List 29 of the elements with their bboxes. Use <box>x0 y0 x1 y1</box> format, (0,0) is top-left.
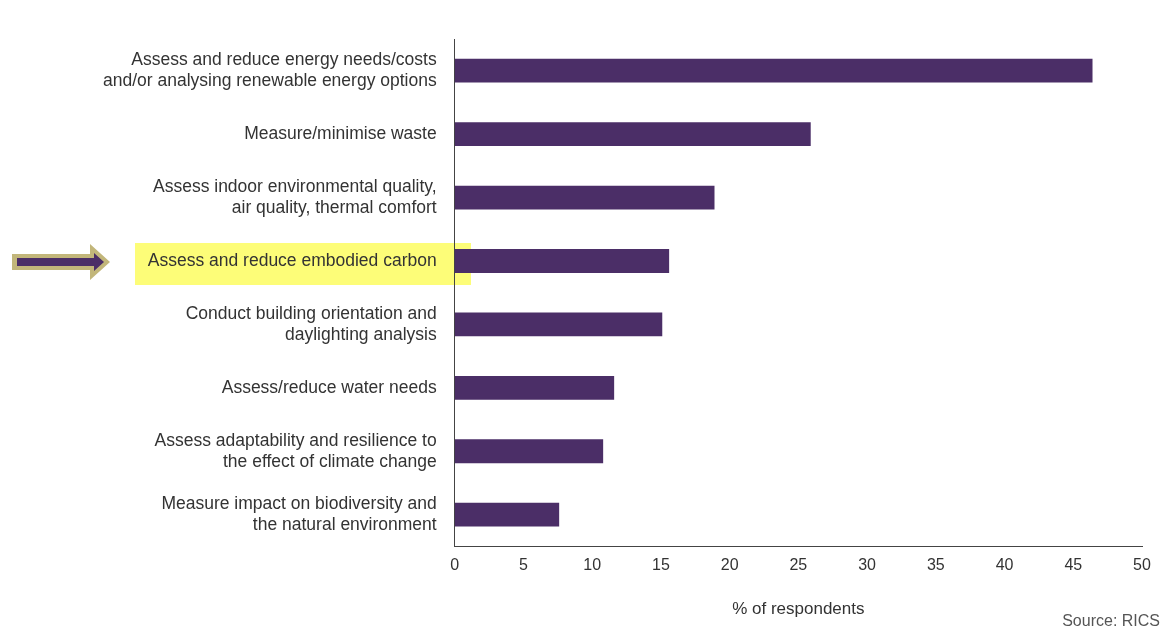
x-tick-label: 20 <box>720 556 739 574</box>
x-axis-title: % of respondents <box>732 599 865 619</box>
y-tick-label: Assess and reduce energy needs/costs and/or analysing renewable energy options <box>102 49 437 91</box>
bar <box>454 439 604 464</box>
x-tick-label: 35 <box>926 556 945 574</box>
x-tick-label: 45 <box>1064 556 1083 574</box>
x-tick-label: 10 <box>583 556 602 574</box>
bar <box>454 249 670 273</box>
y-tick-label: Assess adaptability and resilience to the effect of climate change <box>154 429 437 471</box>
x-tick-label: 0 <box>450 556 460 574</box>
x-tick-label: 30 <box>858 556 877 574</box>
y-tick-label: Assess and reduce embodied carbon <box>147 249 437 270</box>
y-tick-label: Measure impact on biodiversity and the natural environment <box>161 493 437 535</box>
bar <box>454 312 663 337</box>
x-tick-label: 25 <box>789 556 808 574</box>
y-tick-label: Conduct building orientation and daylighting analysis <box>185 302 437 344</box>
x-tick-label: 5 <box>518 556 528 574</box>
x-tick-label: 40 <box>995 556 1014 574</box>
x-tick-label: 15 <box>651 556 670 574</box>
y-tick-label: Assess/reduce water needs <box>221 376 437 397</box>
bar <box>454 502 560 527</box>
y-tick-label: Assess indoor environmental quality, air quality, thermal comfort <box>152 175 437 217</box>
source-note: Source: RICS <box>1062 612 1160 630</box>
bar <box>454 375 615 400</box>
y-tick-label: Measure/minimise waste <box>244 122 437 143</box>
bar <box>454 122 811 147</box>
bar <box>454 58 1093 83</box>
bar <box>454 185 715 210</box>
x-tick-label: 50 <box>1133 556 1151 574</box>
